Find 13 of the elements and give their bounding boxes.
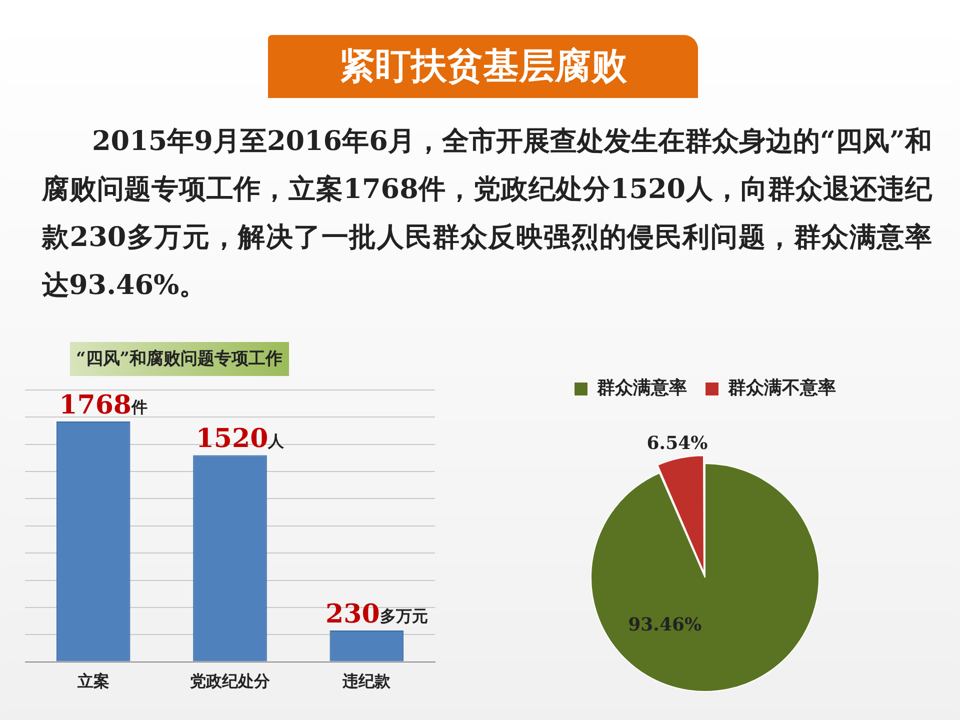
- data-label: 230多万元: [326, 599, 428, 630]
- data-label: 1768件: [59, 390, 148, 420]
- x-tick-label: 党政纪处分: [189, 672, 271, 691]
- x-tick-label: 立案: [76, 672, 110, 691]
- chart-title: “四风”和腐败问题专项工作: [70, 342, 289, 376]
- legend-label: 群众满意率: [596, 378, 687, 399]
- x-tick-label: 违纪款: [342, 672, 392, 691]
- data-label: 1520人: [196, 424, 286, 454]
- data-label: 93.46%: [628, 614, 702, 636]
- legend-label: 群众满不意率: [727, 378, 836, 399]
- text: 紧盯扶贫基层腐败: [268, 35, 698, 98]
- data-label: 6.54%: [646, 433, 708, 454]
- text: 2015年9月至2016年6月，全市开展查处发生在群众身边的“四风”和腐败问题专项工作，立案1768件，党政纪处分1520人，向群众退还违纪款230多万元，解决了一批人民群众反映强烈的侵民利问题，群众满意率达93.46%。: [42, 125, 932, 303]
